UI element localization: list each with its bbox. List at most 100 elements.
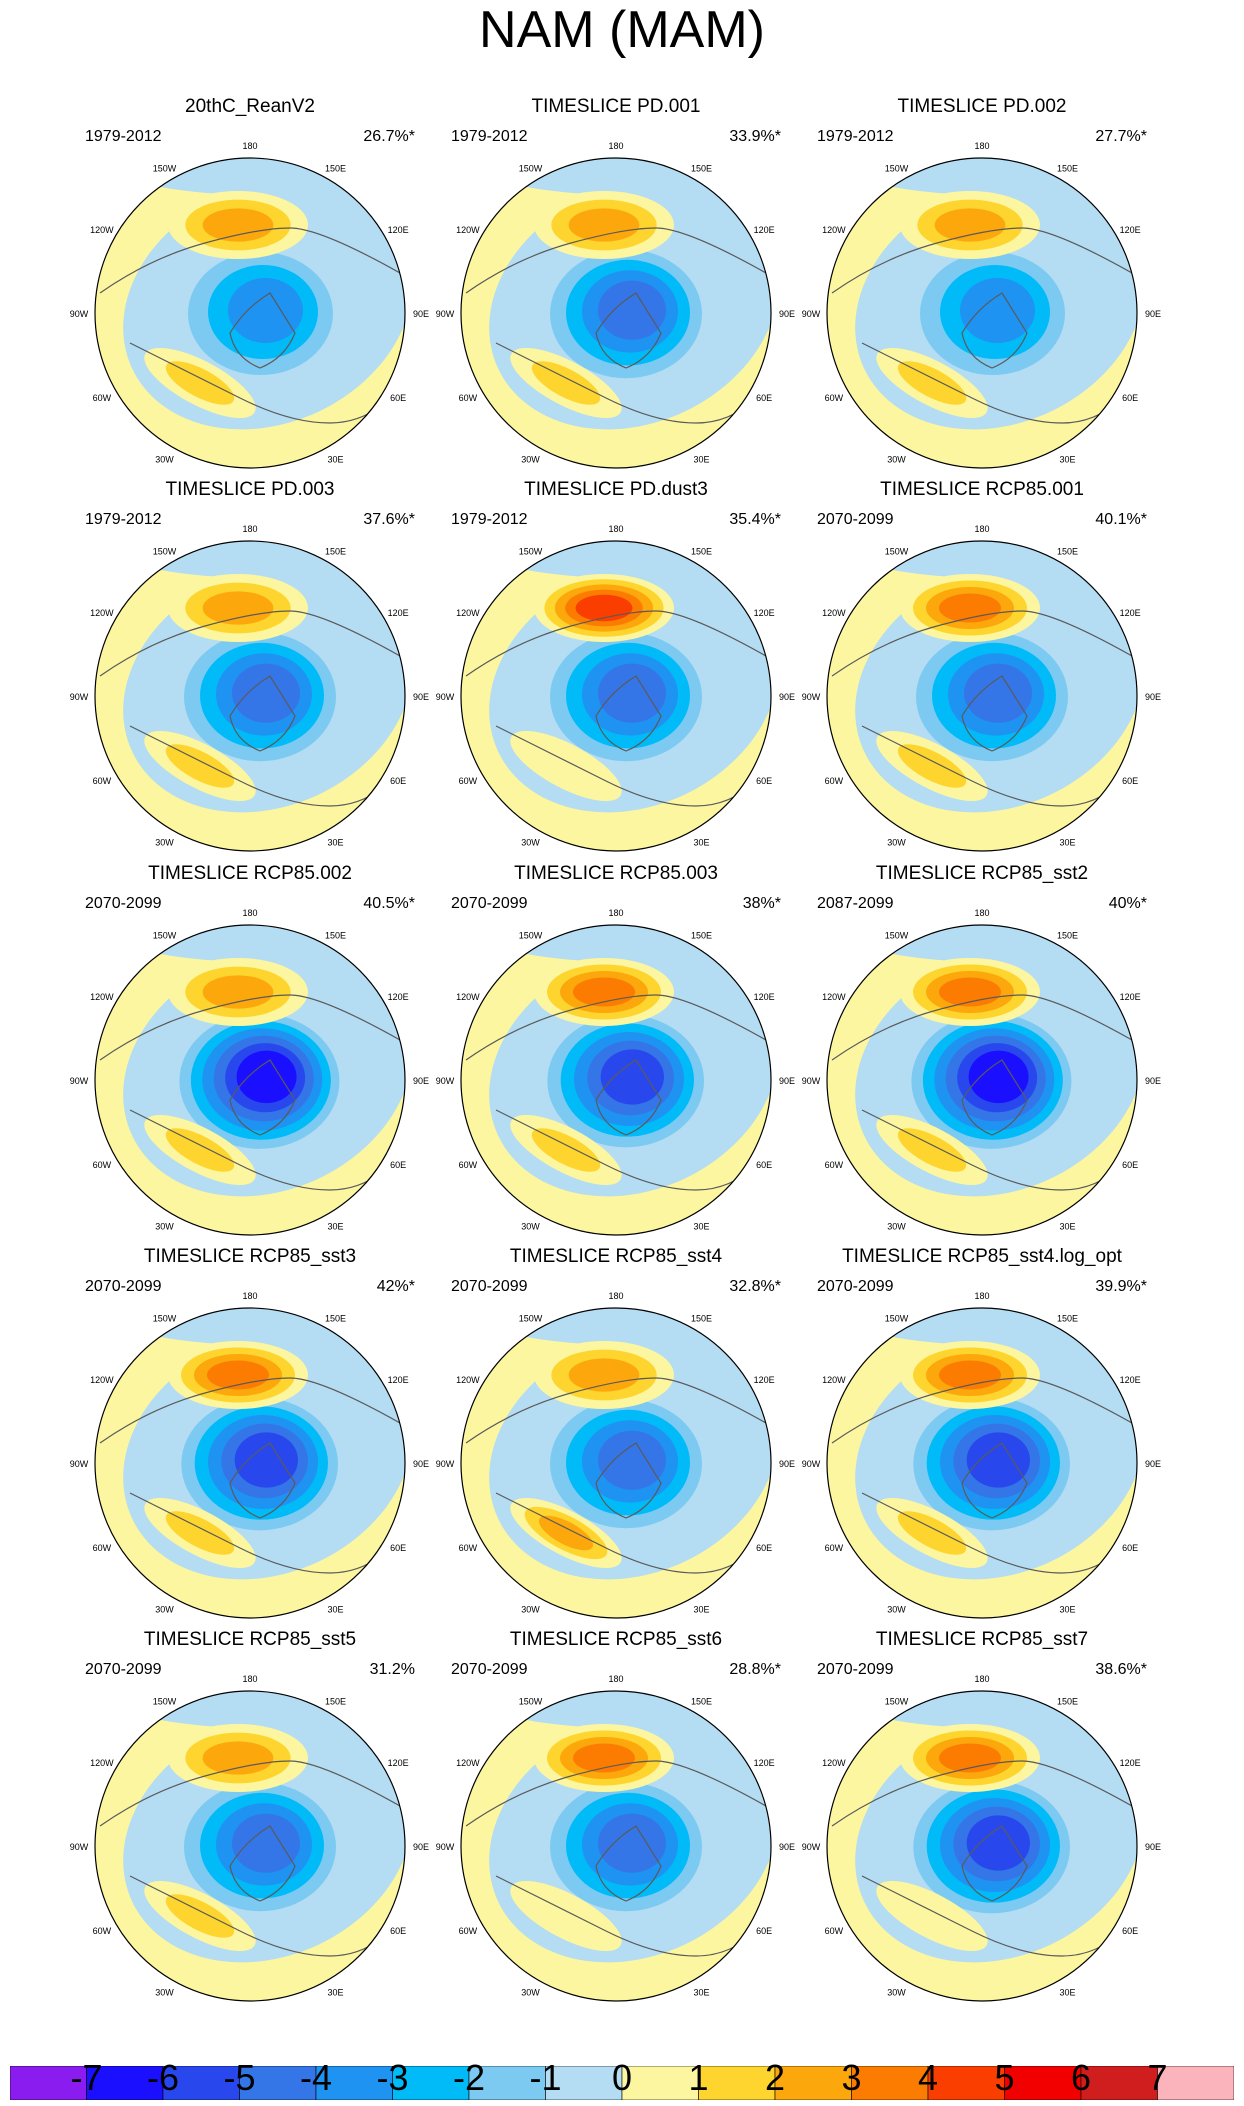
polar-map: 180150E120E90E60E30E030W60W90W120W150W	[802, 1674, 1161, 2002]
longitude-label: 150E	[691, 1697, 712, 1707]
longitude-label: 90E	[413, 309, 429, 319]
coastline	[99, 1377, 401, 1444]
panel-title: TIMESLICE RCP85_sst2	[875, 863, 1089, 884]
panel-title: TIMESLICE PD.dust3	[524, 479, 708, 500]
longitude-label: 90W	[436, 309, 455, 319]
coastline	[229, 1825, 296, 1902]
longitude-label: 120W	[90, 1375, 114, 1385]
longitude-label: 30E	[1059, 454, 1075, 464]
coastline	[129, 1875, 401, 1957]
atlantic-positive-2	[531, 361, 601, 405]
colorbar-box-10	[774, 2066, 852, 2100]
longitude-label: 60W	[459, 393, 478, 403]
map-panel: 180150E120E90E60E30E030W60W90W120W150WTI…	[421, 95, 811, 475]
coastline	[229, 292, 296, 369]
polar-map: 180150E120E90E60E30E030W60W90W120W150W	[436, 1291, 795, 1619]
longitude-label: 30E	[693, 454, 709, 464]
longitude-label: 120E	[388, 992, 409, 1002]
longitude-label: 120E	[1120, 1375, 1141, 1385]
longitude-label: 150W	[885, 1314, 909, 1324]
atlantic-positive-2	[165, 744, 235, 788]
globe-outline	[460, 924, 772, 1236]
coastline	[229, 1059, 296, 1136]
panel-variance: 37.6%*	[363, 511, 415, 528]
longitude-label: 60W	[825, 1160, 844, 1170]
polar-map: 180150E120E90E60E30E030W60W90W120W150W	[436, 1674, 795, 2002]
map-panel: 180150E120E90E60E30E030W60W90W120W150WTI…	[787, 862, 1177, 1242]
polar-map: 180150E120E90E60E30E030W60W90W120W150W	[70, 908, 429, 1236]
map-panel: 180150E120E90E60E30E030W60W90W120W150WTI…	[787, 95, 1177, 475]
longitude-label: 90E	[1145, 1076, 1161, 1086]
longitude-label: 150W	[885, 164, 909, 174]
globe-outline	[94, 1307, 406, 1619]
longitude-label: 30W	[155, 454, 174, 464]
map-panel: 180150E120E90E60E30E030W60W90W120W150WTI…	[55, 1245, 445, 1625]
longitude-label: 120E	[1120, 992, 1141, 1002]
coastline	[495, 725, 767, 807]
colorbar-box-6	[468, 2066, 546, 2100]
atlantic-positive-1	[510, 1881, 622, 1951]
atlantic-positive-2	[897, 1511, 967, 1555]
coastline	[861, 725, 1133, 807]
coastline	[595, 1442, 662, 1519]
longitude-label: 60E	[756, 1160, 772, 1170]
longitude-label: 30W	[887, 1604, 906, 1614]
longitude-label: 60E	[756, 776, 772, 786]
panel-variance: 27.7%*	[1095, 128, 1147, 145]
colorbar-box-12	[927, 2066, 1005, 2100]
longitude-label: 150E	[691, 1314, 712, 1324]
longitude-label: 60W	[459, 1543, 478, 1553]
coastline	[861, 1875, 1133, 1957]
longitude-label: 120E	[1120, 608, 1141, 618]
longitude-label: 180	[242, 524, 257, 534]
longitude-label: 30E	[327, 1604, 343, 1614]
longitude-label: 120W	[90, 608, 114, 618]
colorbar-box-4	[315, 2066, 393, 2100]
coastline	[961, 675, 1028, 752]
longitude-label: 180	[974, 908, 989, 918]
longitude-label: 30E	[327, 1221, 343, 1231]
panel-title: TIMESLICE RCP85.002	[148, 863, 352, 884]
polar-map: 180150E120E90E60E30E030W60W90W120W150W	[70, 1674, 429, 2002]
polar-map: 180150E120E90E60E30E030W60W90W120W150W	[802, 1291, 1161, 1619]
longitude-label: 120E	[754, 225, 775, 235]
longitude-label: 90W	[70, 1459, 89, 1469]
longitude-label: 120E	[1120, 225, 1141, 235]
panel-period: 2070-2099	[817, 1278, 894, 1295]
coastline	[831, 1377, 1133, 1444]
coastline	[99, 227, 401, 294]
map-panel: 180150E120E90E60E30E030W60W90W120W150WTI…	[421, 862, 811, 1242]
longitude-label: 30W	[887, 1987, 906, 1997]
globe-outline	[460, 540, 772, 852]
coastline	[961, 1059, 1028, 1136]
map-panel: 180150E120E90E60E30E030W60W90W120W150WTI…	[787, 1245, 1177, 1625]
negative-contour-6	[966, 1432, 1030, 1488]
longitude-label: 150E	[691, 164, 712, 174]
longitude-label: 90E	[413, 692, 429, 702]
longitude-label: 90W	[436, 1076, 455, 1086]
longitude-label: 120E	[754, 1758, 775, 1768]
panel-period: 1979-2012	[451, 511, 528, 528]
negative-contour-5	[598, 280, 666, 340]
longitude-label: 150W	[153, 547, 177, 557]
negative-contour-4	[228, 278, 303, 343]
longitude-label: 180	[974, 1674, 989, 1684]
polar-map: 180150E120E90E60E30E030W60W90W120W150W	[802, 524, 1161, 852]
longitude-label: 90E	[779, 309, 795, 319]
longitude-label: 30E	[1059, 1604, 1075, 1614]
longitude-label: 180	[242, 1291, 257, 1301]
longitude-label: 90W	[70, 1076, 89, 1086]
atlantic-positive-2	[897, 361, 967, 405]
longitude-label: 90E	[1145, 692, 1161, 702]
atlantic-positive-1	[510, 731, 622, 801]
map-panel: 180150E120E90E60E30E030W60W90W120W150WTI…	[421, 1628, 811, 2008]
longitude-label: 60W	[459, 1926, 478, 1936]
panel-variance: 31.2%	[369, 1661, 415, 1678]
colorbar-box-5	[392, 2066, 470, 2100]
longitude-label: 60E	[756, 393, 772, 403]
longitude-label: 180	[608, 141, 623, 151]
coastline	[129, 1492, 401, 1574]
longitude-label: 90W	[70, 692, 89, 702]
negative-contour-5	[964, 663, 1032, 723]
coastline	[129, 1109, 401, 1191]
